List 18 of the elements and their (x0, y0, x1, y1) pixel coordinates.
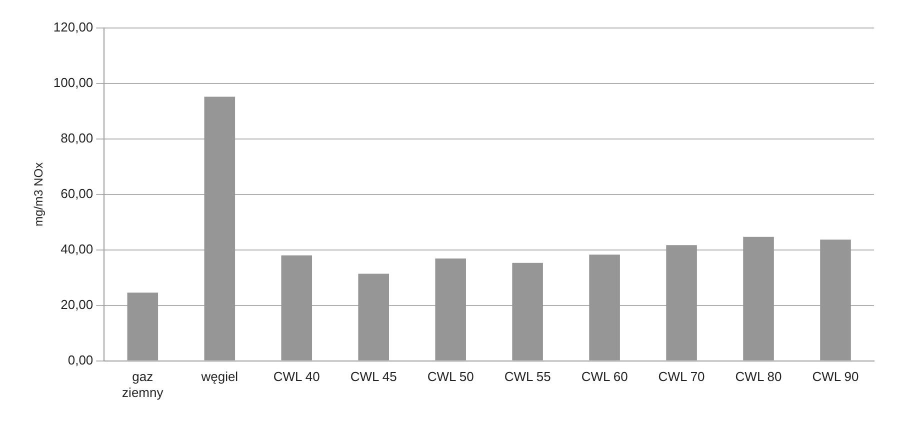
x-tick-label: CWL 40 (273, 369, 320, 384)
x-tick-label: CWL 45 (350, 369, 397, 384)
y-tick-label: 120,00 (53, 20, 94, 35)
x-tick-label: gaz ziemny (122, 369, 164, 400)
y-axis-title: mg/m3 NOx (32, 162, 46, 226)
x-tick-label: CWL 50 (427, 369, 474, 384)
x-tick-label: CWL 55 (504, 369, 551, 384)
y-tick-label: 100,00 (53, 75, 94, 90)
y-tick-label: 40,00 (60, 241, 94, 256)
y-tick-label: 60,00 (60, 186, 94, 201)
x-tick-label: CWL 90 (812, 369, 859, 384)
x-tick-label: CWL 70 (658, 369, 705, 384)
y-tick-label: 20,00 (60, 296, 94, 312)
x-tick-label: CWL 60 (581, 369, 628, 384)
x-tick-label: CWL 80 (735, 369, 782, 384)
x-tick-label: węgiel (200, 369, 238, 384)
y-tick-label: 0,00 (68, 352, 94, 368)
y-tick-label: 80,00 (60, 130, 94, 146)
